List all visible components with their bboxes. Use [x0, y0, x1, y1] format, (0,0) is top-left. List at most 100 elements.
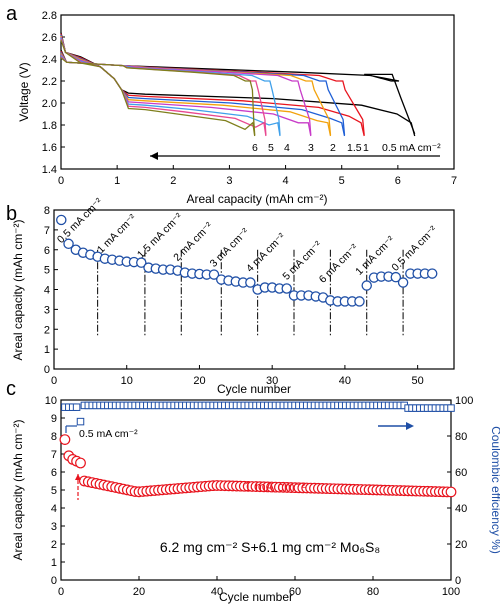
panel-c-dashed-marker-head [75, 474, 81, 480]
panel-b-point [426, 268, 438, 279]
panel-c-capacity-point [59, 434, 71, 446]
panel-b-point [245, 277, 256, 288]
panel-c-ytick-right-label: 20 [455, 539, 467, 551]
panel-a-ytick-label: 1.6 [42, 142, 57, 154]
panel-a-charge-curve [60, 51, 365, 135]
panel-a-rate-label: 2 [330, 142, 336, 154]
panel-a-xtick-label: 4 [283, 175, 289, 187]
panel-b-rate-label: 4 mA cm⁻² [244, 231, 288, 275]
panel-b-ytick-label: 4 [44, 285, 50, 297]
panel-b-points [56, 214, 438, 307]
panel-c-ylabel: Areal capacity (mAh cm⁻²) [11, 419, 25, 560]
panel-c-ytick-label: 3 [51, 521, 57, 533]
panel-c-xtick-label: 40 [211, 586, 223, 598]
panel-b-ytick-label: 6 [44, 245, 50, 257]
panel-a-discharge-curve [60, 37, 281, 137]
panel-a-xtick-label: 7 [451, 175, 457, 187]
panel-a-rate-label: 3 [308, 142, 314, 154]
panel-a-discharge-curve [60, 33, 365, 137]
panel-b-ticks: 0 10 20 30 40 50 0 1 2 3 4 5 6 7 8 [44, 205, 424, 387]
panel-a-curves [60, 32, 416, 137]
panel-b-ylabel: Areal capacity (mAh cm⁻²) [11, 219, 25, 360]
panel-c-annotation-1: 1 mA cm⁻² [244, 479, 306, 494]
panel-c-capacity-point [445, 486, 457, 498]
panel-c-loading-label: 6.2 mg cm⁻² S+6.1 mg cm⁻² Mo₆S₈ [160, 539, 380, 555]
panel-c-ytick-label: 9 [51, 413, 57, 425]
panel-a-rate-label: 6 [252, 142, 258, 154]
panel-a-rate-label: 1.5 [347, 142, 362, 154]
panel-c-efficiency-point [72, 403, 81, 411]
panel-b-xtick-label: 50 [412, 375, 424, 387]
panel-b-point [56, 214, 67, 226]
panel-c-ytick-label: 10 [45, 395, 57, 407]
panel-c-ytick-label: 7 [51, 449, 57, 461]
panel-c-capacity-points [59, 434, 457, 498]
panel-b-xtick-label: 0 [51, 375, 57, 387]
panel-c-ytick-label: 6 [51, 467, 57, 479]
panel-b-ytick-label: 3 [44, 304, 50, 316]
panel-b-xtick-label: 20 [193, 375, 205, 387]
panel-b-point [397, 277, 409, 288]
panel-c-ytick-label: 5 [51, 485, 57, 497]
panel-b-rate-label: 1 mA cm⁻² [353, 234, 397, 278]
panel-a-rate-label: 4 [284, 142, 290, 154]
panel-c-capacity-point [75, 457, 86, 469]
panel-a-xtick-label: 1 [114, 175, 120, 187]
panel-b-point [354, 296, 365, 307]
panel-c-ytick-label: 1 [51, 557, 57, 569]
panel-b-point [281, 283, 292, 294]
panel-a-discharge-curve [60, 35, 332, 137]
panel-a-letter: a [6, 3, 18, 25]
panel-a-arrow-head [150, 152, 158, 160]
panel-c-ytick-right-label: 0 [455, 575, 461, 587]
panel-b-ytick-label: 5 [44, 265, 50, 277]
panel-c-ytick-right-label: 40 [455, 503, 467, 515]
panel-b-rate-label: 0.5 mA cm⁻² [389, 223, 439, 273]
panel-c-xtick-label: 60 [289, 586, 301, 598]
panel-a-ytick-label: 1.4 [42, 164, 57, 176]
panel-b-ytick-label: 2 [44, 324, 50, 336]
panel-a-discharge-curve [60, 34, 346, 137]
panel-b-ytick-label: 7 [44, 225, 50, 237]
panel-c-ytick-right-label: 100 [455, 395, 473, 407]
panel-c-ytick-right-label: 80 [455, 431, 467, 443]
panel-a-xlabel: Areal capacity (mAh cm⁻²) [186, 192, 327, 206]
panel-a-xtick-label: 3 [226, 175, 232, 187]
panel-b-point [63, 238, 74, 250]
panel-b-xtick-label: 40 [339, 375, 351, 387]
panel-b-ytick-label: 0 [44, 364, 50, 376]
panel-a-ylabel: Voltage (V) [17, 62, 31, 121]
panel-c-xtick-label: 0 [58, 586, 64, 598]
panel-a-ytick-label: 2.2 [42, 76, 57, 88]
panel-b-rate-label: 1 mA cm⁻² [95, 212, 139, 256]
panel-c-right-arrow-head [406, 422, 414, 430]
panel-a-charge-curve [60, 49, 416, 135]
panel-c-efficiency-point [76, 417, 85, 426]
panel-a-rate-labels: 6 5 4 3 2 1.5 1 0.5 mA cm⁻² [252, 142, 441, 154]
panel-a-xtick-label: 0 [58, 175, 64, 187]
panel-b-point [361, 280, 372, 291]
panel-a-ticks: 0 1 2 3 4 5 6 71.41.61.82.02.22.42.62.8 [42, 10, 457, 187]
panel-b-dividers [97, 249, 404, 338]
panel-a-rate-label: 0.5 mA cm⁻² [382, 142, 441, 154]
panel-a-charge-curve [60, 53, 332, 135]
panel-a-discharge-curve [60, 32, 416, 137]
panel-c-letter: c [6, 378, 16, 400]
panel-a-xtick-label: 2 [170, 175, 176, 187]
panel-c-ytick-label: 4 [51, 503, 57, 515]
panel-c-xtick-label: 80 [367, 586, 379, 598]
panel-b-letter: b [6, 203, 17, 225]
panel-a-ytick-label: 1.8 [42, 120, 57, 132]
panel-a-charge-curve [60, 57, 256, 135]
panel-a-xtick-label: 6 [395, 175, 401, 187]
panel-c-ytick-label: 0 [51, 575, 57, 587]
panel-c-efficiency-points [61, 401, 455, 426]
panel-b-point [390, 271, 402, 283]
panel-a-ytick-label: 2.4 [42, 54, 57, 66]
panel-a-rate-label: 5 [268, 142, 274, 154]
panel-a-discharge-curve [60, 40, 256, 137]
panel-a-discharge-curve [60, 38, 267, 137]
panel-c-xtick-label: 100 [442, 586, 460, 598]
